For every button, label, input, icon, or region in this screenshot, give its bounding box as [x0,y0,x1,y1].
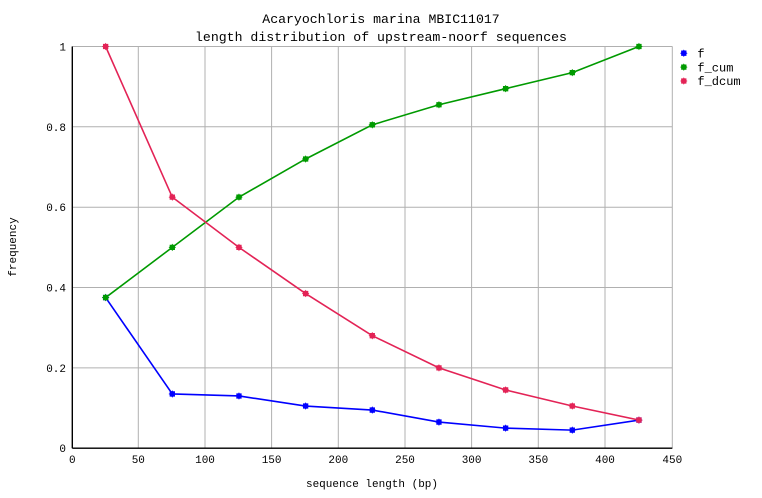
svg-text:Acaryochloris marina MBIC11017: Acaryochloris marina MBIC11017 [262,12,499,27]
svg-text:0: 0 [59,444,66,456]
svg-text:50: 50 [132,455,145,467]
svg-text:1: 1 [59,43,66,55]
svg-text:250: 250 [395,455,415,467]
svg-text:100: 100 [195,455,215,467]
svg-text:f: f [697,47,704,61]
svg-text:f_cum: f_cum [697,61,733,75]
svg-text:350: 350 [528,455,548,467]
svg-text:400: 400 [595,455,615,467]
svg-text:0.8: 0.8 [46,123,66,135]
svg-text:f_dcum: f_dcum [697,75,740,89]
svg-text:sequence length (bp): sequence length (bp) [306,479,438,491]
svg-text:450: 450 [662,455,682,467]
svg-text:0.6: 0.6 [46,203,66,215]
svg-text:frequency: frequency [8,217,20,277]
svg-text:150: 150 [262,455,282,467]
svg-text:length distribution of upstrea: length distribution of upstream-noorf se… [195,30,567,45]
svg-text:0.2: 0.2 [46,364,66,376]
svg-text:300: 300 [462,455,482,467]
svg-text:200: 200 [328,455,348,467]
svg-text:0.4: 0.4 [46,284,66,296]
svg-text:0: 0 [69,455,76,467]
